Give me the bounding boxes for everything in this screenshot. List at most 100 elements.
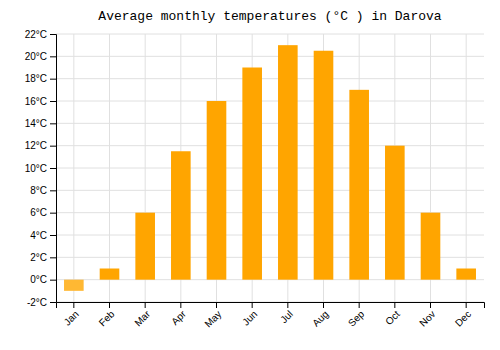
- tick-label: 8°C: [30, 185, 47, 196]
- tick-label: Aug: [310, 308, 330, 328]
- grid-line: [56, 101, 484, 102]
- tick-mark: [50, 190, 56, 191]
- tick-mark: [50, 123, 56, 124]
- tick: 18°C: [25, 73, 56, 84]
- tick-label: Apr: [169, 308, 188, 327]
- tick-mark: [109, 302, 110, 308]
- bars: [64, 45, 476, 291]
- tick-mark: [50, 146, 56, 147]
- tick-label: 22°C: [25, 29, 47, 40]
- tick-mark: [180, 302, 181, 308]
- tick-mark: [50, 34, 56, 35]
- tick-label: Jan: [62, 308, 81, 327]
- tick-label: 2°C: [30, 252, 47, 263]
- grid-line: [56, 78, 484, 79]
- axis-line: [57, 303, 485, 309]
- tick-mark: [50, 280, 56, 281]
- tick: 4°C: [30, 230, 56, 241]
- tick: Apr: [169, 302, 188, 327]
- grid-line: [56, 56, 484, 57]
- tick-mark: [145, 302, 146, 308]
- bar: [421, 213, 441, 280]
- grid-line: [56, 168, 484, 169]
- tick-label: Feb: [97, 308, 117, 328]
- bar: [207, 101, 227, 280]
- bar: [64, 280, 84, 291]
- tick-mark: [50, 56, 56, 57]
- grid-line: [56, 190, 484, 191]
- tick-label: Mar: [132, 308, 152, 328]
- tick-label: Jun: [240, 308, 259, 327]
- tick-label: May: [202, 308, 223, 329]
- tick: Jan: [62, 302, 81, 328]
- title: Average monthly temperatures (°C ) in Da…: [98, 9, 441, 24]
- tick: Sep: [346, 302, 367, 329]
- tick-mark: [216, 302, 217, 308]
- tick: -2°C: [27, 297, 56, 308]
- grid: [56, 34, 484, 302]
- bar: [385, 146, 405, 280]
- grid-line: [466, 34, 467, 302]
- tick-label: Nov: [417, 308, 437, 328]
- grid-line: [56, 212, 484, 213]
- tick-mark: [50, 101, 56, 102]
- tick-mark: [50, 168, 56, 169]
- tick: 10°C: [25, 163, 56, 174]
- tick-label: 4°C: [30, 230, 47, 241]
- tick: 6°C: [30, 207, 56, 218]
- tick: 16°C: [25, 96, 56, 107]
- bar: [100, 269, 120, 280]
- tick-mark: [287, 302, 288, 308]
- tick-label: 20°C: [25, 51, 47, 62]
- bar: [171, 151, 191, 279]
- tick-mark: [394, 302, 395, 308]
- tick-label: 16°C: [25, 96, 47, 107]
- tick-label: 0°C: [30, 274, 47, 285]
- tick-mark: [466, 302, 467, 308]
- y-axis: -2°C 0°C 2°C 4°C 6°C 8°C 10°C 12°C 14°C 16°C 18°C 2…: [25, 29, 57, 308]
- grid-line: [56, 279, 484, 280]
- tick-mark: [50, 257, 56, 258]
- tick-label: Dec: [453, 308, 473, 328]
- tick: 14°C: [25, 118, 56, 129]
- tick-mark: [323, 302, 324, 308]
- tick: 22°C: [25, 29, 56, 40]
- grid-line: [56, 235, 484, 236]
- tick-label: -2°C: [27, 297, 47, 308]
- plot: -2°C 0°C 2°C 4°C 6°C 8°C 10°C 12°C 14°C 16°C 18°C 2…: [25, 29, 485, 330]
- bar: [314, 51, 334, 280]
- tick: Aug: [310, 302, 330, 329]
- tick: Nov: [417, 302, 437, 329]
- tick-mark: [50, 302, 56, 303]
- grid-line: [56, 34, 484, 35]
- tick-mark: [50, 235, 56, 236]
- tick-label: Oct: [383, 308, 402, 327]
- grid-line: [56, 257, 484, 258]
- bar: [456, 269, 476, 280]
- tick: Feb: [97, 302, 117, 328]
- axis-line: [50, 35, 57, 303]
- chart: -2°C 0°C 2°C 4°C 6°C 8°C 10°C 12°C 14°C 16°C 18°C 2…: [0, 0, 500, 350]
- tick-label: 12°C: [25, 140, 47, 151]
- tick: 8°C: [30, 185, 56, 196]
- tick-mark: [430, 302, 431, 308]
- tick-label: 14°C: [25, 118, 47, 129]
- tick-label: 6°C: [30, 207, 47, 218]
- x-axis: Jan Feb Mar Apr May Jun Jul Aug Sep Oct Nov Dec: [57, 302, 485, 330]
- bar: [278, 45, 298, 280]
- tick: 20°C: [25, 51, 56, 62]
- tick-mark: [50, 213, 56, 214]
- grid-line: [73, 34, 74, 302]
- tick: 2°C: [30, 252, 56, 263]
- tick: May: [202, 302, 223, 330]
- tick-mark: [359, 302, 360, 308]
- tick-label: Jul: [278, 308, 295, 325]
- tick-mark: [73, 302, 74, 308]
- tick: Dec: [453, 302, 473, 329]
- tick-label: 10°C: [25, 163, 47, 174]
- bar: [242, 68, 262, 280]
- tick: Oct: [383, 302, 402, 327]
- bar: [349, 90, 369, 280]
- grid-line: [56, 123, 484, 124]
- grid-line: [109, 34, 110, 302]
